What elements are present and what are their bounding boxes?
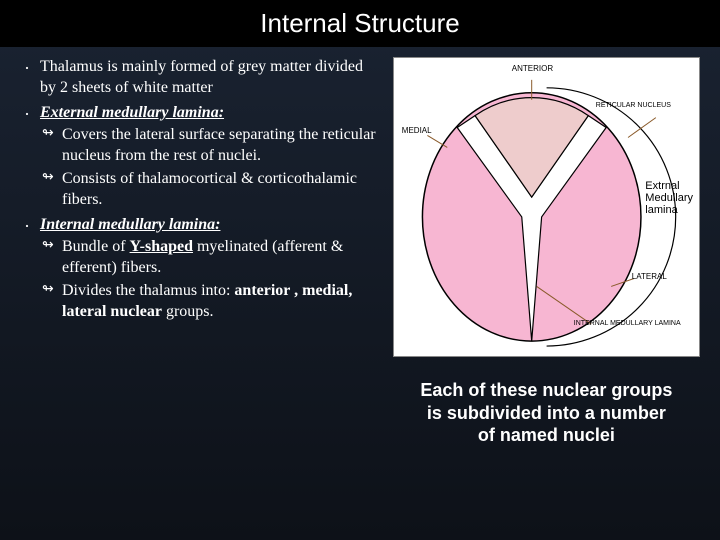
sub-text: Consists of thalamocortical & corticotha… [62, 170, 357, 208]
caption-line1: Each of these nuclear groups [399, 379, 694, 402]
slide-title: Internal Structure [0, 8, 720, 39]
section-heading: Internal medullary lamina: [40, 216, 220, 233]
label-external-lamina: Extrnal Medullary lamina [645, 180, 693, 216]
sub-covers-lateral: Covers the lateral surface separating th… [40, 125, 383, 167]
label-anterior: ANTERIOR [512, 64, 553, 73]
bullet-internal-lamina: Internal medullary lamina: Bundle of Y-s… [20, 215, 383, 323]
slide-root: Internal Structure Thalamus is mainly fo… [0, 0, 720, 540]
bullet-external-lamina: External medullary lamina: Covers the la… [20, 103, 383, 211]
sub-text-pre: Divides the thalamus into: [62, 282, 234, 299]
sub-list-external: Covers the lateral surface separating th… [40, 125, 383, 210]
bullet-text: Thalamus is mainly formed of grey matter… [40, 58, 363, 96]
label-medial: MEDIAL [402, 126, 432, 135]
ext-line1: Extrnal [645, 180, 693, 192]
sub-list-internal: Bundle of Y-shaped myelinated (afferent … [40, 237, 383, 322]
caption-line3: of named nuclei [399, 424, 694, 447]
sub-consists-fibers: Consists of thalamocortical & corticotha… [40, 169, 383, 211]
diagram-column: ANTERIOR MEDIAL RETICULAR NUCLEUS LATERA… [389, 47, 720, 537]
bullet-thalamus-intro: Thalamus is mainly formed of grey matter… [20, 57, 383, 99]
label-reticular: RETICULAR NUCLEUS [596, 102, 671, 109]
sub-text-post: groups. [162, 303, 214, 320]
ext-line2: Medullary [645, 192, 693, 204]
label-internal-lamina: INTERNAL MEDULLARY LAMINA [574, 320, 684, 327]
sub-text-pre: Bundle of [62, 238, 130, 255]
caption-line2: is subdivided into a number [399, 402, 694, 425]
sub-text-bold: Y-shaped [130, 238, 193, 255]
bullet-list: Thalamus is mainly formed of grey matter… [20, 57, 383, 323]
ext-line3: lamina [645, 204, 693, 216]
diagram-caption: Each of these nuclear groups is subdivid… [393, 379, 700, 447]
section-heading: External medullary lamina: [40, 104, 224, 121]
thalamus-diagram: ANTERIOR MEDIAL RETICULAR NUCLEUS LATERA… [393, 57, 700, 357]
content-row: Thalamus is mainly formed of grey matter… [0, 47, 720, 537]
sub-bundle-y: Bundle of Y-shaped myelinated (afferent … [40, 237, 383, 279]
label-lateral: LATERAL [632, 272, 667, 281]
title-bar: Internal Structure [0, 0, 720, 47]
sub-divides-groups: Divides the thalamus into: anterior , me… [40, 281, 383, 323]
text-column: Thalamus is mainly formed of grey matter… [0, 47, 389, 537]
sub-text: Covers the lateral surface separating th… [62, 126, 376, 164]
